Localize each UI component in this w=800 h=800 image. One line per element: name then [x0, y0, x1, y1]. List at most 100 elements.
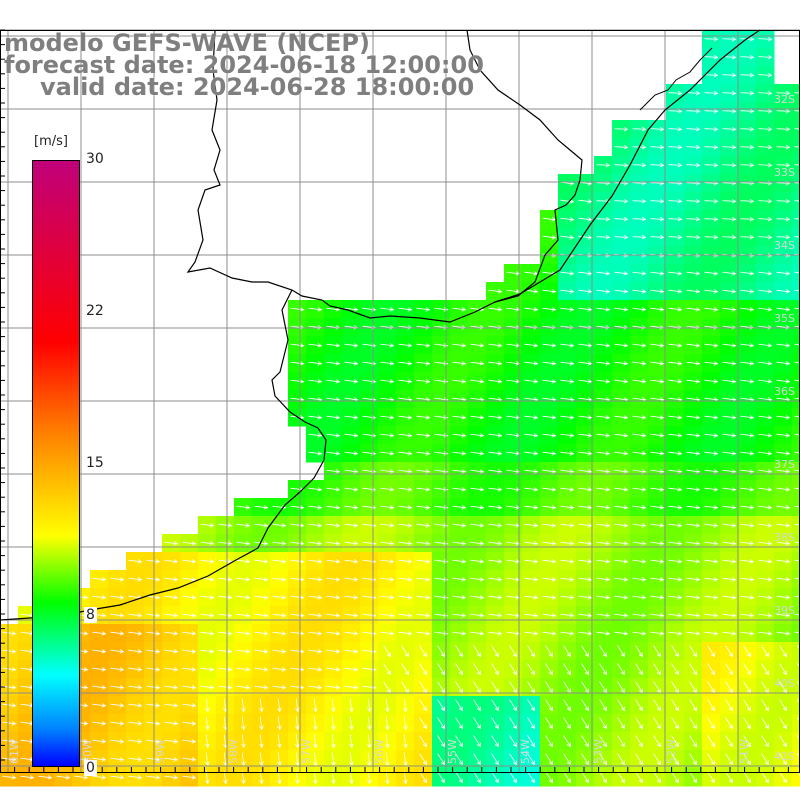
wind-arrow [635, 717, 643, 730]
wind-arrow [722, 523, 737, 528]
wind-arrow [722, 541, 737, 546]
wind-arrow [650, 144, 665, 150]
wind-arrow [416, 577, 431, 582]
wind-arrow [146, 559, 161, 564]
wind-arrow [272, 577, 287, 582]
wind-arrow [761, 717, 769, 730]
wind-arrow [704, 90, 719, 96]
wind-arrow [509, 753, 517, 766]
wind-arrow [707, 753, 715, 766]
wind-arrow [632, 307, 647, 312]
wind-arrow [794, 595, 800, 598]
wind-arrow [671, 771, 679, 784]
wind-arrow [524, 541, 539, 546]
wind-arrow [146, 775, 161, 780]
wind-arrow [182, 595, 197, 600]
wind-arrow [650, 577, 665, 582]
wind-arrow [128, 775, 143, 780]
wind-arrow [722, 126, 737, 132]
wind-arrow [776, 108, 791, 114]
wind-arrow [704, 343, 719, 348]
wind-arrow [308, 379, 323, 384]
wind-arrow [110, 595, 125, 600]
wind-arrow [473, 663, 481, 676]
wind-arrow [758, 54, 773, 60]
wind-arrow [668, 307, 683, 312]
wind-arrow [308, 559, 323, 564]
wind-speed-cell [792, 678, 800, 697]
wind-arrow [128, 721, 143, 726]
wind-arrow [331, 734, 336, 749]
wind-arrow [509, 735, 517, 748]
wind-speed-cell [792, 426, 800, 445]
wind-arrow [776, 271, 791, 276]
wind-arrow [668, 505, 683, 510]
wind-arrow [254, 649, 269, 654]
wind-arrow [596, 487, 611, 492]
wind-arrow [707, 771, 715, 784]
wind-arrow [200, 667, 215, 672]
wind-arrow [725, 717, 733, 730]
wind-speed-cell [792, 120, 800, 139]
wind-arrow [761, 663, 769, 676]
wind-arrow [236, 613, 251, 618]
wind-arrow [398, 595, 413, 600]
colorbar-tick-label: 22 [84, 303, 106, 319]
wind-speed-cell [792, 624, 800, 643]
wind-arrow [164, 559, 179, 564]
wind-arrow [722, 487, 737, 492]
wind-arrow [614, 433, 629, 438]
wind-arrow [671, 645, 679, 658]
wind-arrow [671, 735, 679, 748]
wind-arrow [632, 216, 647, 222]
wind-arrow [650, 613, 665, 618]
wind-arrow [182, 721, 197, 726]
wind-arrow [164, 595, 179, 600]
wind-arrow [290, 541, 305, 546]
wind-arrow [758, 415, 773, 420]
wind-arrow [128, 577, 143, 582]
wind-arrow [794, 164, 800, 166]
wind-arrow [758, 126, 773, 132]
wind-arrow [419, 735, 427, 748]
wind-arrow [380, 559, 395, 564]
wind-arrow [92, 757, 107, 762]
wind-arrow [308, 487, 323, 492]
wind-arrow [344, 307, 359, 312]
wind-arrow [722, 36, 737, 42]
wind-arrow [488, 433, 503, 438]
wind-arrow [650, 415, 665, 420]
wind-speed-cell [792, 642, 800, 661]
latitude-label: 40S [774, 677, 795, 690]
wind-arrow [164, 775, 179, 780]
wind-arrow [403, 698, 408, 713]
wind-arrow [344, 469, 359, 474]
wind-arrow [653, 753, 661, 766]
wind-arrow [455, 663, 463, 676]
wind-arrow [632, 559, 647, 564]
wind-speed-cell [792, 462, 800, 481]
wind-arrow [563, 699, 571, 712]
wind-arrow [740, 108, 755, 114]
wind-arrow [758, 361, 773, 366]
wind-arrow [326, 649, 341, 654]
wind-arrow [542, 559, 557, 564]
wind-arrow [743, 645, 751, 658]
wind-arrow [218, 595, 233, 600]
wind-arrow [182, 685, 197, 690]
wind-arrow [560, 523, 575, 528]
wind-arrow [797, 663, 800, 669]
wind-arrow [344, 559, 359, 564]
wind-arrow [704, 144, 719, 150]
wind-arrow [560, 541, 575, 546]
wind-arrow [434, 451, 449, 456]
wind-arrow [794, 397, 800, 400]
wind-arrow [743, 663, 751, 676]
wind-arrow [470, 631, 485, 636]
wind-arrow [614, 451, 629, 456]
wind-arrow [635, 753, 643, 766]
wind-arrow [2, 649, 17, 654]
wind-arrow [542, 379, 557, 384]
wind-arrow [416, 631, 431, 636]
wind-arrow [164, 577, 179, 582]
